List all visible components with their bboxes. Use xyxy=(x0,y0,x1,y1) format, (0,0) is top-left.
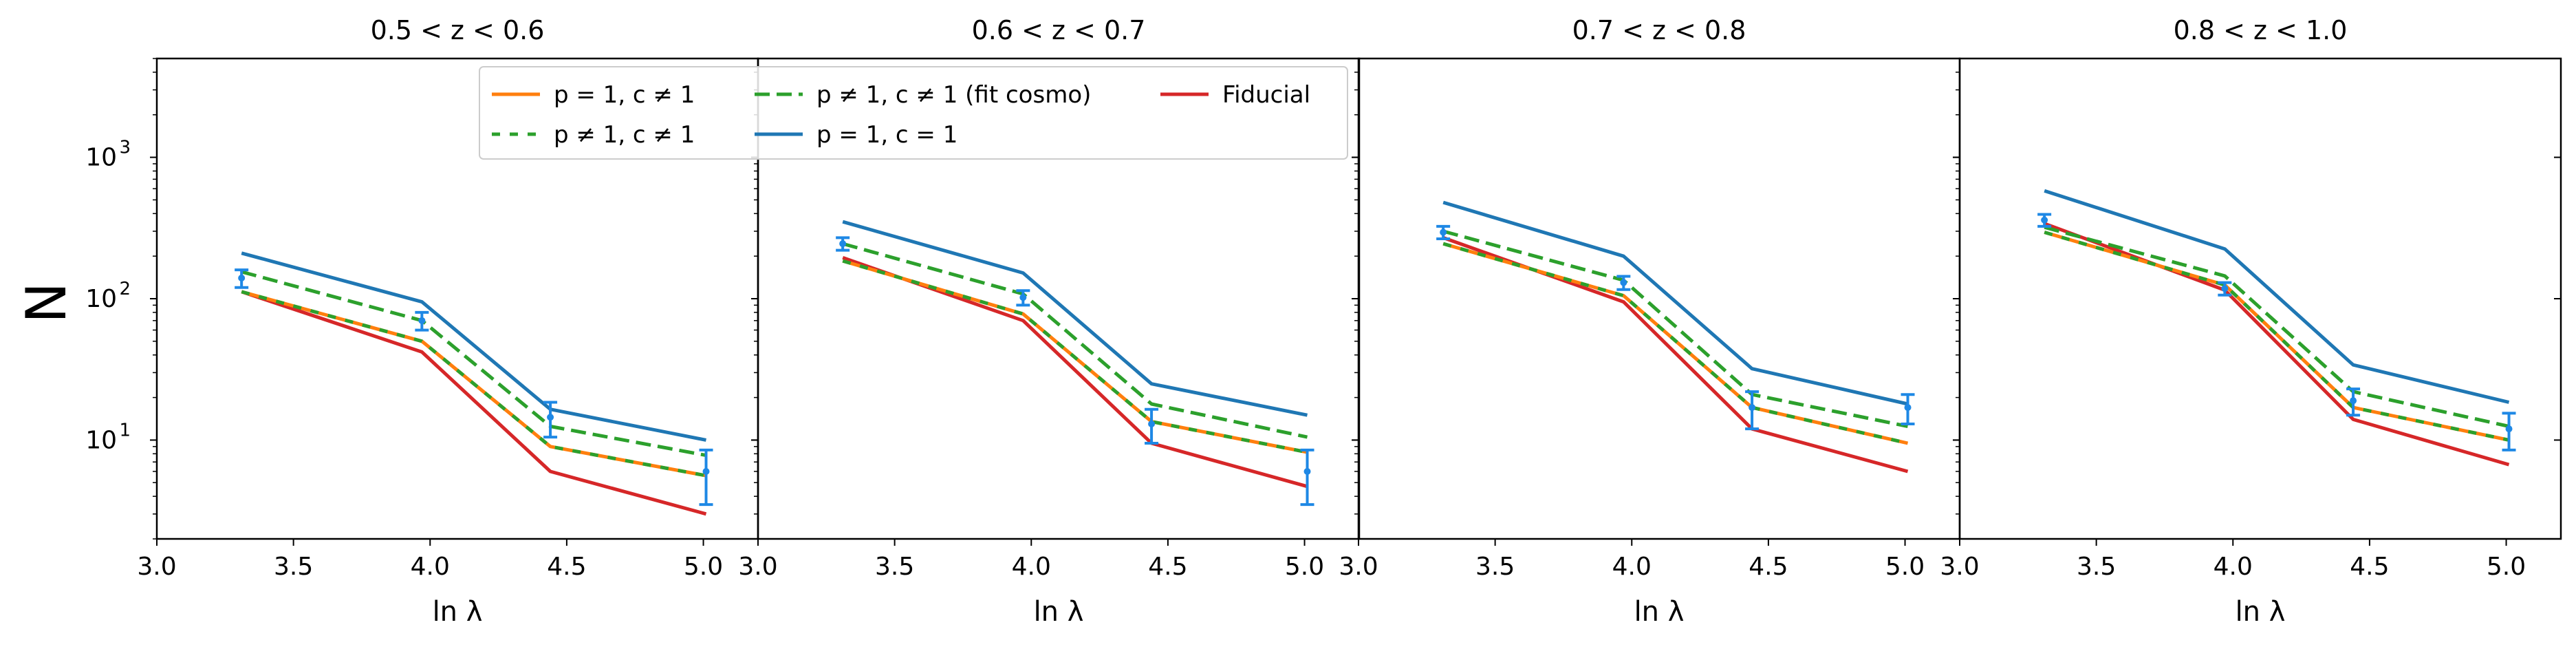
x-tick-label: 5.0 xyxy=(2487,553,2526,581)
series-line-pne1_c1 xyxy=(241,290,706,478)
series-line-p1_c1 xyxy=(241,251,706,442)
series-line-pne1_cne1_fit xyxy=(842,242,1308,439)
series-line-p1_c1 xyxy=(842,220,1308,417)
data-point xyxy=(1620,279,1627,286)
series-line-pne1_cne1_fit xyxy=(1442,229,1909,428)
series-line-pne1_c1 xyxy=(1442,242,1909,445)
data-point xyxy=(1440,228,1447,236)
series-line-p1_c1 xyxy=(2044,189,2510,404)
data-point xyxy=(418,317,426,324)
x-tick-label: 3.0 xyxy=(137,553,176,581)
x-tick-label: 4.0 xyxy=(2214,553,2253,581)
series-line-p1_cne1 xyxy=(2044,231,2510,442)
data-point xyxy=(2221,285,2229,292)
series-line-fiducial xyxy=(2044,222,2510,467)
y-tick-label-exponent: 2 xyxy=(119,279,131,299)
x-tick-label: 4.0 xyxy=(1612,553,1652,581)
x-tick-label: 3.5 xyxy=(274,553,313,581)
series-line-pne1_c1 xyxy=(2044,231,2510,442)
panel-title: 0.5 < z < 0.6 xyxy=(371,15,545,45)
x-axis-label: ln λ xyxy=(433,596,483,628)
x-tick-label: 3.5 xyxy=(2077,553,2116,581)
legend: p = 1, c ≠ 1 p ≠ 1, c ≠ 1 p ≠ 1, c ≠ 1 (fi… xyxy=(479,66,1348,160)
data-point xyxy=(2505,425,2513,433)
x-tick-label: 3.0 xyxy=(1339,553,1378,581)
x-tick-label: 4.5 xyxy=(2350,553,2389,581)
data-point xyxy=(839,240,847,248)
panel-frame xyxy=(1357,57,1961,540)
data-point xyxy=(1148,421,1156,428)
x-tick-label: 4.0 xyxy=(411,553,450,581)
x-tick-label: 4.5 xyxy=(1148,553,1187,581)
legend-label-p1_c1: p = 1, c = 1 xyxy=(816,121,957,149)
legend-label-pne1_c1: p ≠ 1, c ≠ 1 xyxy=(554,121,695,149)
series-line-pne1_cne1_fit xyxy=(241,270,706,458)
legend-label-fiducial: Fiducial xyxy=(1222,81,1310,109)
x-axis-label: ln λ xyxy=(1034,596,1084,628)
x-tick-label: 4.5 xyxy=(1749,553,1788,581)
panel-title: 0.6 < z < 0.7 xyxy=(972,15,1146,45)
x-tick-label: 5.0 xyxy=(1285,553,1324,581)
y-tick-label-exponent: 1 xyxy=(119,420,131,440)
series-line-pne1_cne1_fit xyxy=(2044,225,2510,428)
panel-title: 0.7 < z < 0.8 xyxy=(1572,15,1746,45)
panel-4: 0.8 < z < 1.0 3.0 3.5 4.0 4.5 5.0 ln λ xyxy=(1940,15,2562,628)
series-line-fiducial xyxy=(241,290,707,516)
data-point xyxy=(238,274,246,281)
legend-box xyxy=(479,66,1348,160)
data-point xyxy=(547,414,554,421)
panel-title: 0.8 < z < 1.0 xyxy=(2174,15,2348,45)
x-tick-label: 3.5 xyxy=(1475,553,1515,581)
legend-label-pne1_cne1_fit: p ≠ 1, c ≠ 1 (fit cosmo) xyxy=(816,81,1091,109)
series-line-p1_c1 xyxy=(1442,200,1909,406)
panel-2: 0.6 < z < 0.7 3.0 3.5 4.0 4.5 5.0 ln λ xyxy=(738,15,1361,628)
y-tick-label-exponent: 3 xyxy=(119,138,131,158)
x-tick-label: 5.0 xyxy=(1885,553,1925,581)
panel-3: 0.7 < z < 0.8 3.0 3.5 4.0 4.5 5.0 ln λ xyxy=(1339,15,1961,628)
legend-label-p1_cne1: p = 1, c ≠ 1 xyxy=(554,81,695,109)
x-tick-label: 5.0 xyxy=(684,553,723,581)
data-point xyxy=(1904,404,1912,412)
x-tick-label: 3.5 xyxy=(875,553,914,581)
series-line-fiducial xyxy=(842,256,1308,489)
x-tick-label: 3.0 xyxy=(738,553,777,581)
x-axis-label: ln λ xyxy=(1634,596,1685,628)
panel-frame xyxy=(1958,57,2562,540)
series-line-fiducial xyxy=(1442,236,1909,474)
x-tick-label: 3.0 xyxy=(1940,553,1979,581)
data-point xyxy=(1749,404,1756,412)
y-tick-label: 10 xyxy=(85,144,117,172)
y-tick-label: 10 xyxy=(85,285,117,313)
x-axis-label: ln λ xyxy=(2236,596,2286,628)
y-axis-label: N xyxy=(14,282,78,323)
series-line-pne1_c1 xyxy=(842,259,1308,454)
data-point xyxy=(2350,397,2357,405)
y-tick-label: 10 xyxy=(85,426,117,454)
data-point xyxy=(1303,467,1311,475)
data-point xyxy=(2041,216,2048,224)
data-point xyxy=(702,467,710,475)
x-tick-label: 4.0 xyxy=(1012,553,1051,581)
x-tick-label: 4.5 xyxy=(547,553,586,581)
data-point xyxy=(1019,294,1027,301)
